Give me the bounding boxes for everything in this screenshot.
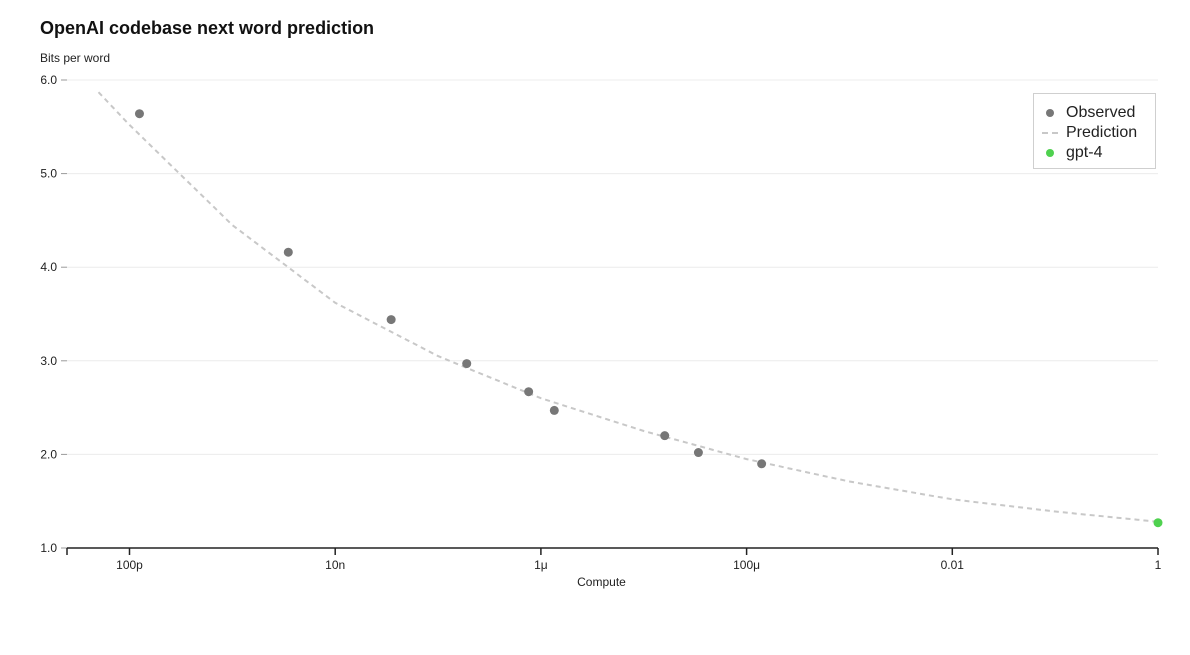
x-tick-label: 1 [1155,558,1162,572]
prediction-line-layer [97,91,1159,523]
gpt4-point [1153,518,1163,528]
legend-prediction-marker [1042,132,1058,134]
observed-point [757,459,767,469]
legend-item-gpt4: gpt-4 [1034,143,1102,163]
grid-layer [67,79,1158,455]
legend: Observed Prediction gpt-4 [1033,93,1156,169]
observed-point [524,387,534,397]
legend-gpt4-label: gpt-4 [1066,144,1103,161]
observed-point [134,109,144,119]
legend-observed-label: Observed [1066,104,1136,121]
y-tick-label: 2.0 [40,447,57,461]
prediction-line [97,91,1159,523]
observed-point [462,359,472,369]
x-axis-label: Compute [577,575,626,589]
y-tick-label: 4.0 [40,260,57,274]
observed-point [660,431,670,441]
legend-gpt4-marker [1046,149,1054,157]
x-axis: 100p 10n 1μ 100μ 0.01 1 [66,547,1162,572]
y-axis: 1.0 2.0 3.0 4.0 5.0 6.0 [40,73,67,555]
x-tick-label: 0.01 [941,558,965,572]
chart-title: OpenAI codebase next word prediction [40,18,375,38]
x-tick-label: 10n [325,558,345,572]
y-tick-label: 3.0 [40,354,57,368]
x-tick-label: 100p [116,558,143,572]
y-tick-label: 5.0 [40,167,57,181]
observed-point [283,247,293,257]
legend-prediction-label: Prediction [1066,124,1138,141]
points-layer [134,109,1163,528]
legend-item-prediction: Prediction [1034,123,1137,143]
observed-point [549,405,559,415]
x-tick-label: 1μ [534,558,548,572]
observed-point [693,448,703,458]
legend-item-observed: Observed [1034,103,1135,123]
observed-point [386,315,396,325]
y-tick-label: 1.0 [40,541,57,555]
y-tick-label: 6.0 [40,73,57,87]
x-tick-label: 100μ [733,558,760,572]
legend-observed-marker [1046,109,1054,117]
y-axis-label: Bits per word [40,51,111,65]
